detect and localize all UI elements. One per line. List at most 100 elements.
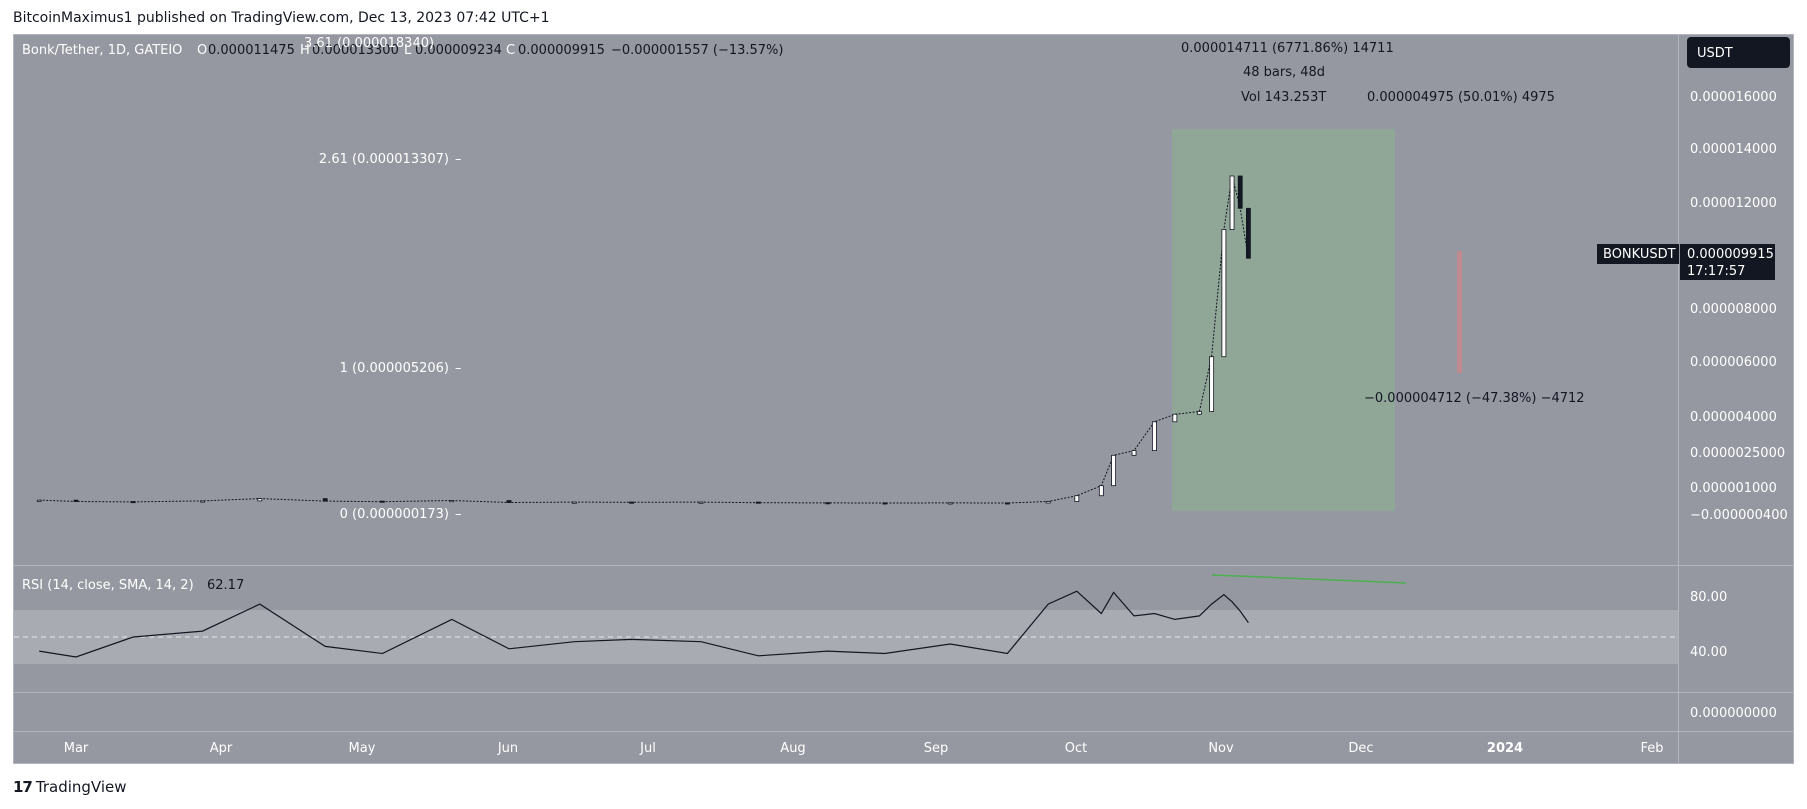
price-candle (1045, 501, 1051, 504)
price-series (36, 175, 1251, 505)
indicator-scale-pane (1679, 693, 1793, 731)
symbol-badge-label: BONKUSDT (1603, 247, 1676, 262)
rsi-label: RSI (14, close, SMA, 14, 2) (22, 578, 194, 593)
measure-down-label: −0.000004712 (−47.38%) −4712 (1364, 391, 1585, 406)
price-candle (1196, 411, 1202, 415)
legend-close: 0.000009915 (518, 43, 605, 58)
price-candle (322, 498, 328, 502)
price-candle (947, 502, 953, 505)
price-candle (506, 500, 512, 503)
price-candle (379, 500, 385, 503)
price-scale-label: 0.000006000 (1690, 355, 1777, 370)
rsi-line (39, 590, 1249, 658)
price-candle (882, 502, 888, 505)
last-price-value: 0.000009915 (1687, 247, 1774, 262)
measure-up-vol: Vol 143.253T (1241, 90, 1326, 105)
measure-up-box (1172, 129, 1395, 511)
legend-open: 0.000011475 (208, 43, 295, 58)
price-pane (14, 35, 1678, 565)
fib-level-2-61: 2.61 (0.000013307) (319, 152, 449, 167)
price-candle (1209, 356, 1215, 412)
price-scale-label: 0.0000025000 (1690, 446, 1785, 461)
price-candle (73, 499, 79, 502)
fib-tick: – (455, 152, 462, 167)
price-candle (1221, 229, 1227, 358)
time-axis-label: Apr (210, 741, 233, 756)
price-candle (1229, 175, 1235, 230)
price-scale[interactable]: 0.000016000 0.000014000 0.000012000 0.00000… (1690, 90, 1788, 523)
price-candle (36, 499, 42, 502)
measure-up-right: 0.000004975 (50.01%) 4975 (1367, 90, 1555, 105)
price-scale-label: 0.000001000 (1690, 481, 1777, 496)
indicator-scale-zero: 0.000000000 (1690, 706, 1777, 721)
legend-o-label: O (197, 43, 207, 58)
legend-change: −0.000001557 (−13.57%) (611, 43, 783, 58)
price-candle (629, 501, 634, 504)
fib-level-1: 1 (0.000005206) (340, 361, 449, 376)
fib-tick: – (455, 361, 462, 376)
price-candle (1152, 421, 1157, 451)
price-scale-label: 0.000004000 (1690, 410, 1777, 425)
price-candle (1172, 413, 1178, 423)
price-candle (1098, 485, 1104, 497)
fib-tick: – (455, 507, 462, 522)
time-axis[interactable]: Mar Apr May Jun Jul Aug Sep Oct Nov Dec 2024 Feb (64, 741, 1664, 756)
time-axis-label: Nov (1208, 741, 1234, 756)
price-candle (571, 501, 577, 504)
rsi-scale-pane (1679, 566, 1793, 692)
tradingview-logo-icon: 17 (13, 778, 33, 796)
rsi-scale-80: 80.00 (1690, 590, 1727, 605)
measure-up-line1: 0.000014711 (6771.86%) 14711 (1181, 41, 1394, 56)
price-candle (1074, 495, 1080, 502)
chart-frame: Bonk/Tether, 1D, GATEIO O 0.000011475 H … (13, 34, 1794, 764)
rsi-value: 62.17 (207, 578, 244, 593)
time-axis-label: 2024 (1487, 741, 1523, 756)
time-axis-label: Aug (780, 741, 805, 756)
tradingview-brand: TradingView (35, 778, 127, 796)
symbol-badge (1597, 244, 1679, 264)
price-candle (200, 500, 206, 503)
price-scale-pane (1679, 35, 1793, 565)
legend-high: 0.000013300 (312, 43, 399, 58)
currency-button-label[interactable]: USDT (1697, 46, 1733, 61)
time-axis-pane (14, 732, 1793, 763)
time-axis-label: Dec (1348, 741, 1373, 756)
price-candle (130, 501, 136, 504)
price-candle (755, 501, 761, 504)
price-candle (825, 502, 831, 505)
legend-l-label: L (404, 43, 412, 58)
time-axis-label: Mar (64, 741, 89, 756)
price-candle (1111, 454, 1116, 487)
last-price-badge (1680, 244, 1775, 280)
time-axis-label: Sep (924, 741, 949, 756)
price-scale-label: 0.000016000 (1690, 90, 1777, 105)
price-scale-label: −0.000000400 (1690, 508, 1788, 523)
price-candle (449, 500, 455, 503)
published-caption: BitcoinMaximus1 published on TradingView… (13, 10, 550, 26)
price-scale-label: 0.000012000 (1690, 196, 1777, 211)
legend-symbol: Bonk/Tether, 1D, GATEIO (22, 43, 182, 58)
divergence-line (1211, 574, 1407, 584)
price-scale-label: 0.000014000 (1690, 142, 1777, 157)
measure-up-line2: 48 bars, 48d (1243, 65, 1325, 80)
price-candle (257, 498, 263, 502)
time-axis-label: Oct (1065, 741, 1087, 756)
price-candle (1237, 175, 1243, 209)
legend-c-label: C (506, 43, 515, 58)
price-candle (1004, 502, 1010, 505)
time-axis-label: Feb (1640, 741, 1663, 756)
legend-low: 0.000009234 (415, 43, 502, 58)
currency-button[interactable] (1687, 37, 1790, 68)
indicator-pane (14, 693, 1678, 731)
price-candle (1245, 207, 1251, 259)
time-axis-label: Jun (497, 741, 518, 756)
price-candle (698, 501, 704, 504)
fib-level-0: 0 (0.000000173) (340, 507, 449, 522)
chart-svg: Bonk/Tether, 1D, GATEIO O 0.000011475 H … (14, 35, 1793, 763)
fib-level-3-61: 3.61 (0.000018340) (304, 36, 434, 51)
legend-h-label: H (300, 43, 310, 58)
rsi-scale-40: 40.00 (1690, 645, 1727, 660)
tradingview-logo[interactable]: 17 TradingView (13, 778, 127, 796)
time-axis-label: May (349, 741, 376, 756)
time-axis-label: Jul (639, 741, 656, 756)
